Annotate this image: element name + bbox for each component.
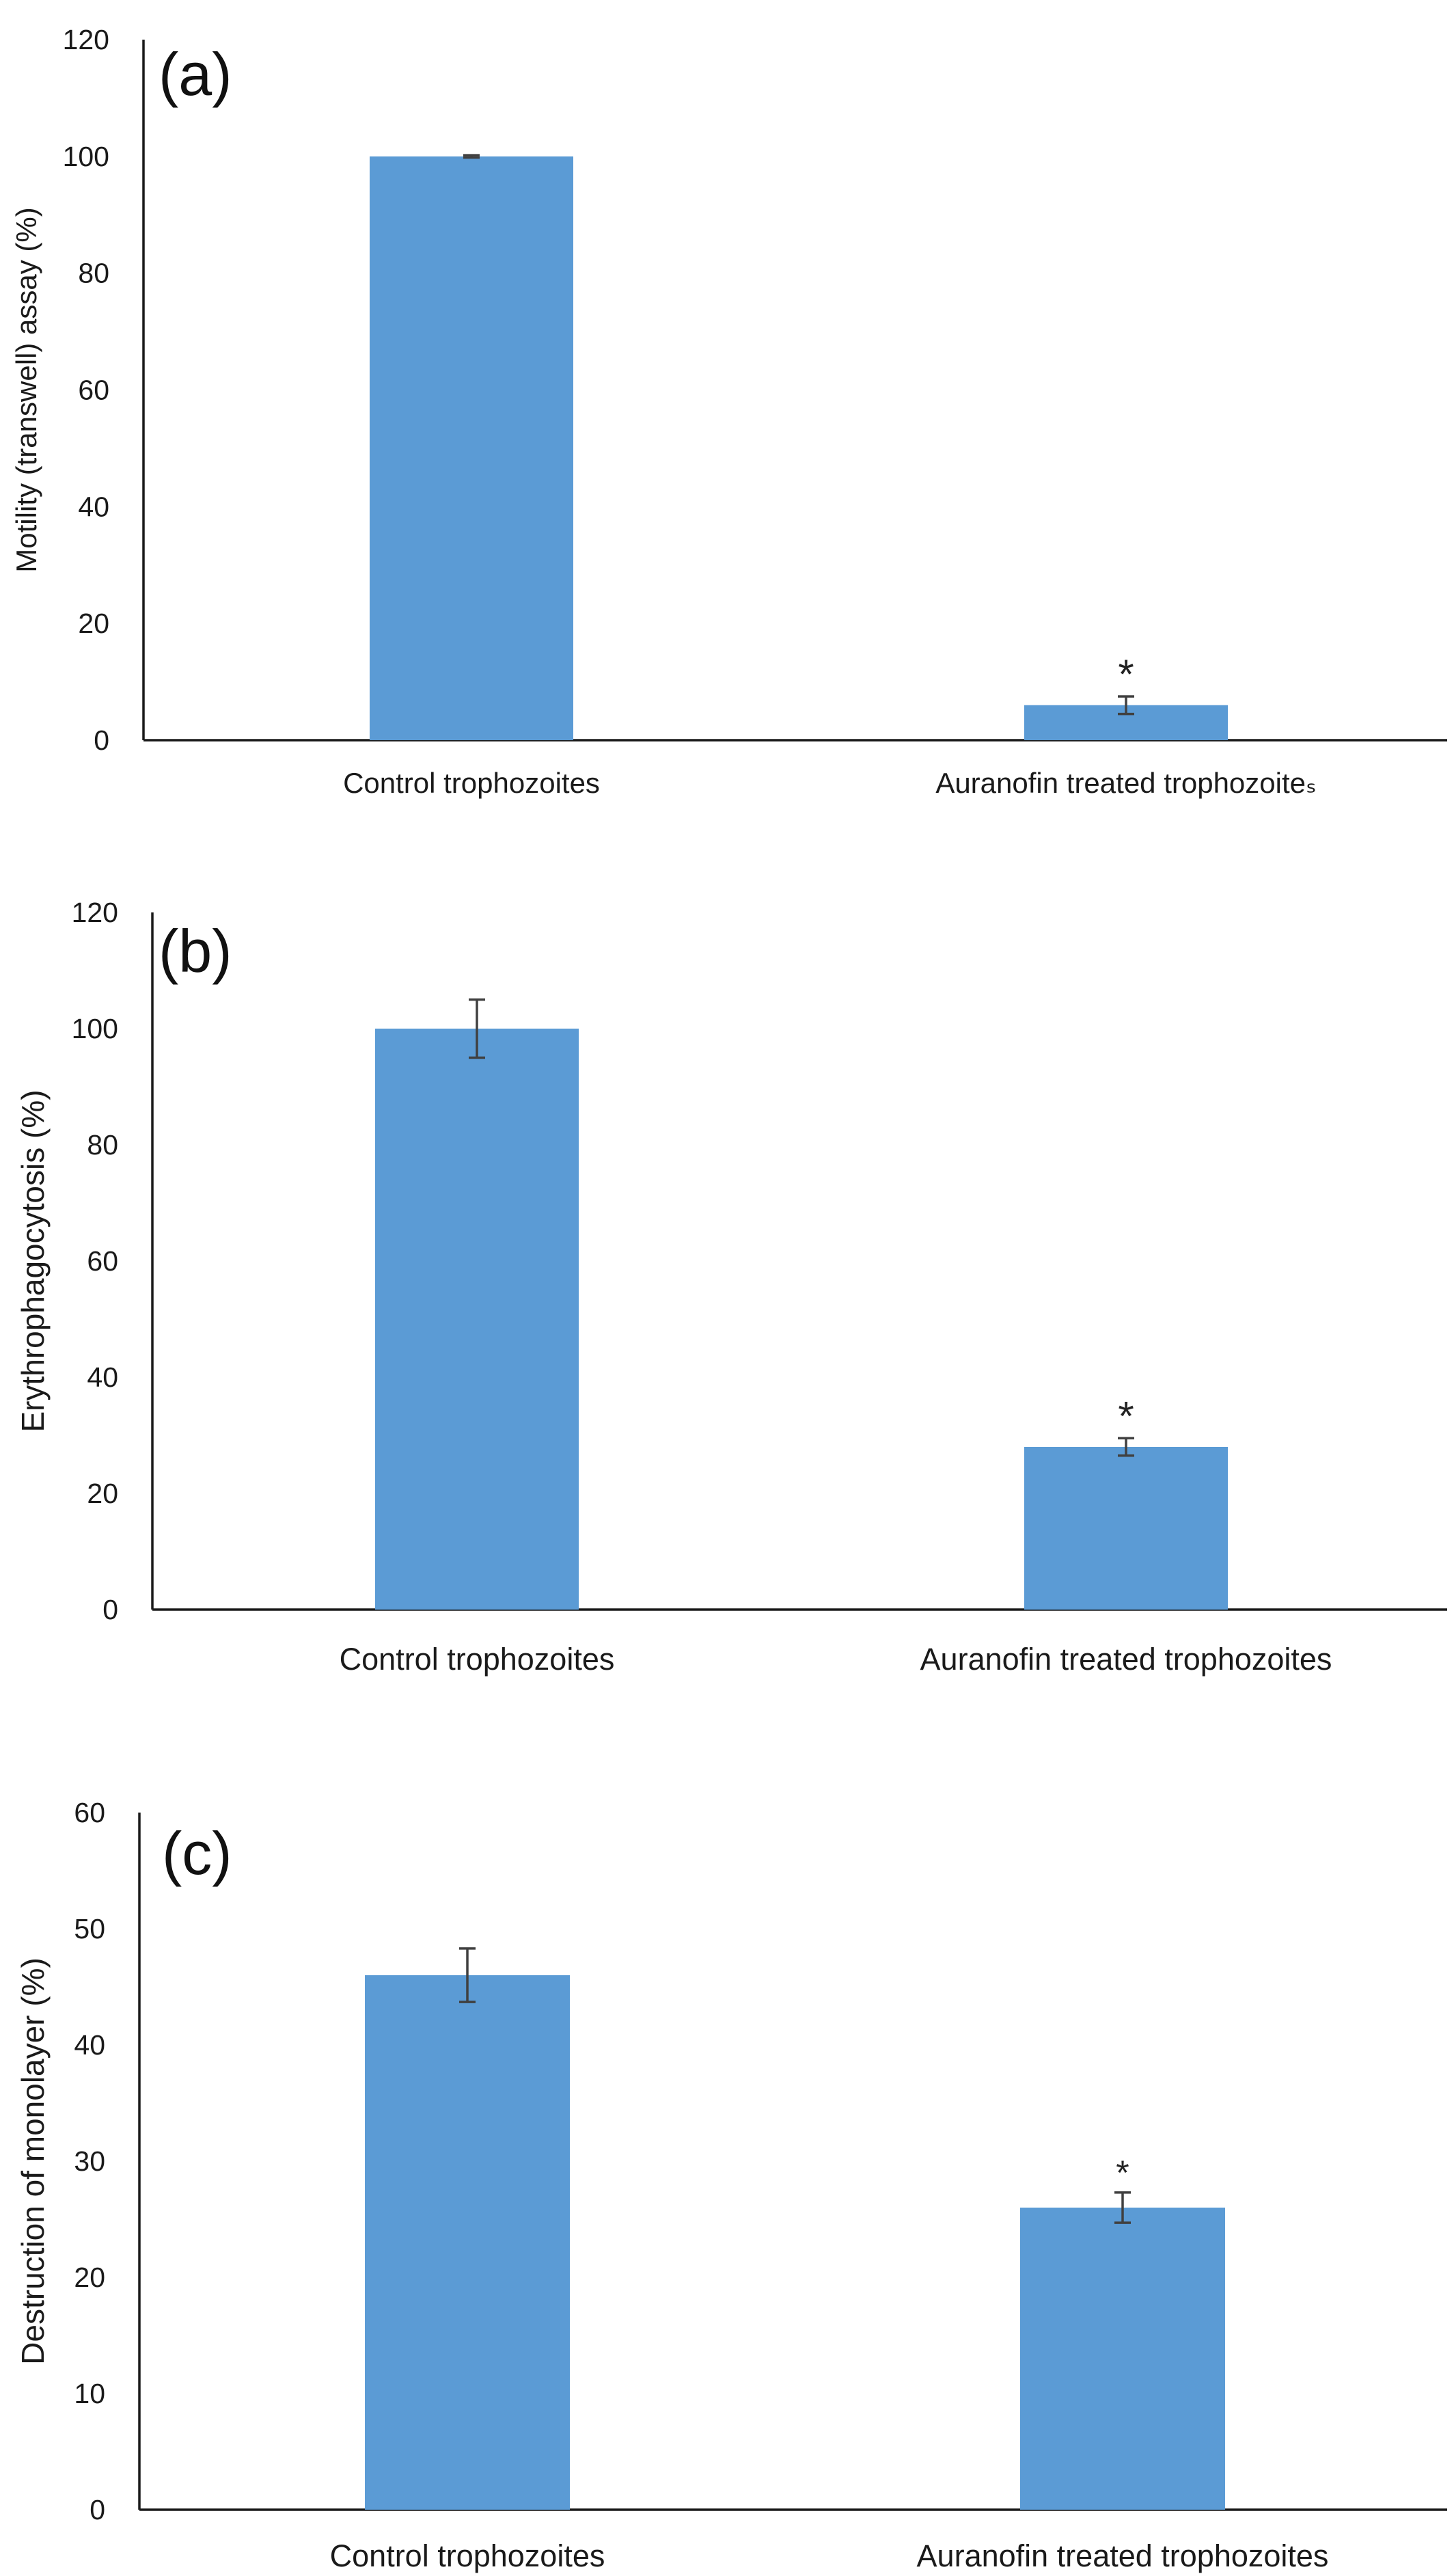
category-label: Auranofin treated trophozoites <box>920 1642 1332 1677</box>
y-tick-label: 60 <box>74 1797 105 1828</box>
y-tick-label: 40 <box>78 491 109 522</box>
category-label: Control trophozoites <box>340 1642 615 1677</box>
error-bar <box>1114 2191 1131 2224</box>
y-tick-label: 100 <box>63 141 109 172</box>
y-tick-label: 0 <box>102 1594 118 1625</box>
bar-control <box>370 156 573 741</box>
category-label: Control trophozoites <box>330 2538 605 2573</box>
error-bar <box>459 1947 476 2003</box>
bar-control <box>365 1975 570 2510</box>
significance-marker: * <box>1116 2154 1129 2192</box>
panel-label: (a) <box>159 40 232 108</box>
y-tick-label: 0 <box>94 724 109 756</box>
panel-label: (c) <box>162 1819 232 1887</box>
y-tick-label: 20 <box>87 1478 118 1509</box>
y-tick-label: 120 <box>72 897 118 928</box>
y-axis-label: Destruction of monolayer (%) <box>15 1957 51 2365</box>
chart-panel-b: 0 20 40 60 80 100 120 Erythrophagocytosis (%) (b… <box>15 897 1447 1677</box>
y-tick-label: 0 <box>90 2494 105 2525</box>
y-tick-label: 80 <box>78 258 109 289</box>
category-label: Auranofin treated trophozoiteₛ <box>935 767 1316 799</box>
y-tick-label: 80 <box>87 1129 118 1161</box>
y-tick-label: 10 <box>74 2378 105 2409</box>
error-bar <box>1118 695 1134 716</box>
y-tick-label: 20 <box>78 608 109 639</box>
significance-marker: * <box>1118 1393 1134 1439</box>
y-tick-label: 120 <box>63 24 109 55</box>
chart-panel-a: 0 20 40 60 80 100 120 Motility (transwell) assa… <box>10 24 1447 799</box>
y-axis-label: Motility (transwell) assay (%) <box>10 207 42 572</box>
error-bar <box>1118 1437 1134 1457</box>
y-tick-label: 20 <box>74 2262 105 2293</box>
panel-label: (b) <box>159 917 232 985</box>
category-label: Auranofin treated trophozoites <box>917 2538 1329 2573</box>
chart-panel-c: 0 10 20 30 40 50 60 Destruction of monolayer (%… <box>15 1797 1447 2573</box>
y-tick-label: 100 <box>72 1013 118 1044</box>
y-tick-label: 30 <box>74 2145 105 2177</box>
y-tick-label: 40 <box>74 2029 105 2061</box>
significance-marker: * <box>1118 651 1134 697</box>
y-tick-label: 40 <box>87 1361 118 1393</box>
bar-auranofin <box>1020 2208 1225 2510</box>
y-tick-label: 60 <box>87 1245 118 1277</box>
y-axis-label: Erythrophagocytosis (%) <box>15 1089 51 1432</box>
bar-auranofin <box>1024 1447 1228 1610</box>
error-bar <box>469 998 485 1059</box>
error-bar <box>463 154 480 159</box>
y-tick-label: 60 <box>78 375 109 406</box>
y-tick-label: 50 <box>74 1913 105 1944</box>
category-label: Control trophozoites <box>343 767 600 799</box>
bar-control <box>375 1029 579 1610</box>
